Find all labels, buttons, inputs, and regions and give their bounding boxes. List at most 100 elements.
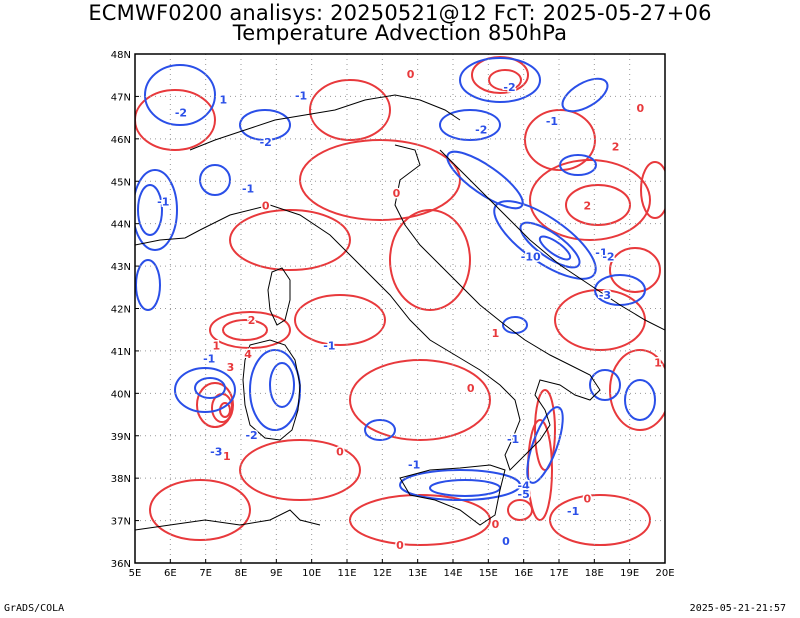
cold-contour <box>589 369 621 401</box>
contour-value-label: 1 <box>223 450 231 463</box>
coastlines <box>135 94 665 531</box>
cold-contour <box>194 377 226 399</box>
warm-contour <box>222 319 268 341</box>
warm-contour <box>389 209 471 311</box>
contour-value-label: -1 <box>157 195 169 208</box>
warm-contour <box>149 479 251 541</box>
x-tick-label: 10E <box>302 568 321 579</box>
y-tick-label: 37N <box>111 517 131 528</box>
x-tick-label: 18E <box>585 568 604 579</box>
x-tick-label: 5E <box>129 568 142 579</box>
warm-contour <box>219 402 231 418</box>
warm-contour <box>239 439 361 501</box>
x-tick-label: 12E <box>373 568 392 579</box>
contour-value-label: -2 <box>602 251 614 264</box>
warm-contour <box>609 247 661 293</box>
render-timestamp: 2025-05-21-21:57 <box>689 603 786 614</box>
contour-value-label: -1 <box>567 505 579 518</box>
y-tick-label: 39N <box>111 432 131 443</box>
longitude-tick-labels: 5E 6E 7E 8E 9E 10E 11E 12E 13E 14E 15E 16E 17E 18E 19E… <box>129 559 675 579</box>
contour-value-label: 0 <box>396 539 404 552</box>
contour-value-label: 0 <box>636 102 644 115</box>
contour-value-label: -1 <box>203 352 215 365</box>
y-tick-label: 41N <box>111 347 131 358</box>
france-coastline <box>135 229 201 246</box>
contour-value-label: -1 <box>408 458 420 471</box>
y-tick-label: 36N <box>111 559 131 570</box>
latitude-tick-labels: 36N 37N 38N 39N 40N 41N 42N 43N 44N 45N 46N 47N 48N <box>111 50 139 570</box>
cold-contour <box>624 379 656 421</box>
contour-value-label: -1 <box>242 183 254 196</box>
x-tick-label: 13E <box>408 568 427 579</box>
contour-value-label: -1 <box>323 340 335 353</box>
warm-contour <box>196 382 234 428</box>
contour-value-label: -1 <box>595 246 607 259</box>
contour-value-label: 0 <box>393 187 401 200</box>
warm-contour <box>209 311 291 349</box>
cold-contour <box>269 362 295 408</box>
x-tick-label: 14E <box>443 568 462 579</box>
contour-value-label: 1 <box>492 327 500 340</box>
x-tick-label: 16E <box>514 568 533 579</box>
warm-contour <box>309 79 391 141</box>
x-tick-label: 19E <box>620 568 639 579</box>
cold-contour <box>249 349 301 431</box>
warm-contour <box>294 294 386 346</box>
contour-value-label: -3 <box>599 289 611 302</box>
contour-value-label: 2 <box>583 200 591 213</box>
contour-value-label: 2 <box>248 314 256 327</box>
map-title: ECMWF0200 analisys: 20250521@12 FcT: 202… <box>88 1 712 25</box>
y-tick-label: 40N <box>111 389 131 400</box>
map-subtitle: Temperature Advection 850hPa <box>232 21 568 45</box>
cold-contour <box>459 57 541 103</box>
cold-contour <box>364 419 396 441</box>
sardinia-coastline <box>242 339 301 441</box>
warm-contour <box>349 494 491 546</box>
contour-value-label: -2 <box>475 123 487 136</box>
cold-contour <box>399 469 521 501</box>
contour-value-label: -2 <box>175 106 187 119</box>
cold-contour <box>137 184 163 236</box>
cold-contour <box>135 169 178 251</box>
y-tick-label: 47N <box>111 92 131 103</box>
contour-value-label: -2 <box>503 81 515 94</box>
warm-advection-contours <box>135 56 665 546</box>
contour-value-label: 2 <box>612 140 620 153</box>
contour-value-label: -1 <box>507 433 519 446</box>
x-tick-label: 9E <box>270 568 283 579</box>
y-tick-label: 44N <box>111 220 131 231</box>
italy-peninsula-coastline <box>199 144 601 471</box>
warm-contour <box>640 161 665 219</box>
corsica-coastline <box>267 267 291 326</box>
cold-contour <box>174 367 236 413</box>
x-tick-label: 7E <box>199 568 212 579</box>
x-tick-label: 11E <box>337 568 356 579</box>
warm-contour <box>529 159 651 241</box>
contour-value-label: -2 <box>245 429 257 442</box>
cold-contour <box>538 235 572 261</box>
contour-value-label: 0 <box>262 200 270 213</box>
sicily-coastline <box>399 464 506 526</box>
cold-contour <box>446 150 524 210</box>
balkan-coastline <box>439 149 665 331</box>
warm-contour <box>135 89 216 151</box>
cold-contour <box>561 77 609 113</box>
contour-value-label: 1 <box>654 357 662 370</box>
contour-value-label: 0 <box>583 492 591 505</box>
contour-value-label: 1 <box>220 94 228 107</box>
cold-contour <box>135 259 161 311</box>
cold-contour <box>429 479 501 497</box>
contour-value-label: 0 <box>336 446 344 459</box>
cold-contour <box>519 221 581 269</box>
contour-value-label: 0 <box>502 535 510 548</box>
contour-value-label: -2 <box>260 136 272 149</box>
contour-field <box>135 56 665 546</box>
warm-contour <box>565 184 631 226</box>
x-tick-label: 8E <box>235 568 248 579</box>
contour-value-label: -5 <box>518 488 530 501</box>
cold-contour <box>144 64 216 126</box>
y-tick-label: 46N <box>111 135 131 146</box>
cold-contour <box>439 109 501 141</box>
x-tick-label: 20E <box>655 568 674 579</box>
